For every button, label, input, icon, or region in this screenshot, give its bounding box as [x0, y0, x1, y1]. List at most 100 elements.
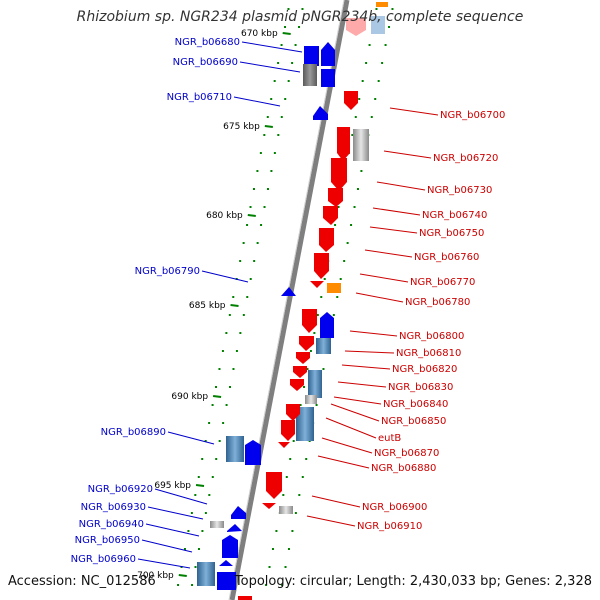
- gene-label-forward[interactable]: NGR_b06790: [135, 266, 200, 277]
- gene-label-forward[interactable]: NGR_b06940: [79, 519, 144, 530]
- track-dot: [361, 80, 364, 82]
- gene-reverse[interactable]: [310, 281, 324, 288]
- gene-ngr-b06780[interactable]: [327, 283, 341, 293]
- gene-ngr-b06720[interactable]: [337, 127, 350, 161]
- gene-reverse[interactable]: [302, 309, 317, 333]
- gene-label-forward[interactable]: NGR_b06710: [167, 92, 232, 103]
- gene-ngr-b06840[interactable]: [305, 395, 317, 404]
- track-dot: [351, 134, 354, 136]
- gene-forward[interactable]: [227, 524, 242, 532]
- ruler-tick: [178, 574, 187, 577]
- leader-line: [359, 273, 409, 283]
- gene-label-reverse[interactable]: NGR_b06800: [399, 331, 464, 342]
- gene-label-reverse[interactable]: NGR_b06910: [357, 521, 422, 532]
- gene-forward[interactable]: [304, 46, 319, 66]
- gene-label-reverse[interactable]: NGR_b06770: [410, 277, 475, 288]
- gene-label-forward[interactable]: NGR_b06680: [175, 37, 240, 48]
- gene-label-reverse[interactable]: NGR_b06760: [414, 252, 479, 263]
- gene-ngr-b06790[interactable]: [281, 287, 296, 296]
- gene-label-reverse[interactable]: NGR_b06730: [427, 185, 492, 196]
- gene-ngr-b06830[interactable]: [308, 370, 322, 398]
- ruler-tick-label: 695 kbp: [154, 481, 191, 491]
- gene-forward[interactable]: [219, 560, 233, 566]
- gene-ngr-b06770[interactable]: [314, 253, 329, 279]
- track-dot: [263, 134, 266, 136]
- gene-label-forward[interactable]: NGR_b06950: [75, 535, 140, 546]
- track-dot: [298, 26, 301, 28]
- track-dot: [303, 386, 306, 388]
- track-dot: [270, 98, 273, 100]
- gene-forward[interactable]: [321, 69, 335, 87]
- gene-label-forward[interactable]: NGR_b06930: [81, 502, 146, 513]
- gene-label-reverse[interactable]: NGR_b06900: [362, 502, 427, 513]
- gene-ngr-b06900[interactable]: [266, 472, 282, 499]
- gene-label-reverse[interactable]: NGR_b06840: [383, 399, 448, 410]
- track-dot: [299, 404, 302, 406]
- gene-ngr-b06850[interactable]: [286, 404, 300, 421]
- gene-label-reverse[interactable]: NGR_b06740: [422, 210, 487, 221]
- track-dot: [306, 368, 309, 370]
- gene-label-reverse[interactable]: NGR_b06820: [392, 364, 457, 375]
- gene-reverse[interactable]: [262, 503, 276, 509]
- gene-label-reverse[interactable]: eutB: [378, 433, 401, 444]
- gene-partial-top-steelblue[interactable]: [371, 16, 385, 34]
- gene-label-reverse[interactable]: NGR_b06830: [388, 382, 453, 393]
- track-dot: [215, 458, 218, 460]
- gene-ngr-b06860[interactable]: [296, 407, 314, 441]
- gene-ngr-b06740[interactable]: [328, 188, 343, 207]
- gene-partial-top-reverse[interactable]: [346, 18, 366, 36]
- gene-ngr-b06690-block[interactable]: [303, 64, 317, 86]
- gene-ngr-b06710[interactable]: [313, 106, 328, 120]
- gene-label-reverse[interactable]: NGR_b06850: [381, 416, 446, 427]
- ruler-tick: [230, 304, 239, 307]
- gene-ngr-b06870[interactable]: [278, 442, 290, 448]
- gene-ngr-b06890[interactable]: [226, 436, 244, 462]
- track-dot: [208, 422, 211, 424]
- track-dot: [384, 44, 387, 46]
- track-dot: [388, 26, 391, 28]
- gene-label-reverse[interactable]: NGR_b06870: [374, 448, 439, 459]
- gene-ngr-b06910[interactable]: [279, 506, 293, 514]
- gene-label-forward[interactable]: NGR_b06960: [71, 554, 136, 565]
- gene-partial-bottom[interactable]: [238, 596, 252, 600]
- gene-ngr-b06930[interactable]: [231, 506, 246, 519]
- gene-ngr-b06700[interactable]: [344, 91, 358, 110]
- gene-eutb[interactable]: [281, 420, 295, 441]
- gene-forward[interactable]: [245, 440, 261, 465]
- leader-line: [344, 350, 395, 354]
- gene-forward[interactable]: [217, 572, 236, 590]
- track-dot: [271, 548, 274, 550]
- ruler-tick: [195, 484, 205, 487]
- gene-label-reverse[interactable]: NGR_b06750: [419, 228, 484, 239]
- gene-ngr-b06820[interactable]: [296, 352, 310, 364]
- gene-label-reverse[interactable]: NGR_b06700: [440, 110, 505, 121]
- leader-line: [369, 226, 418, 234]
- gene-ngr-b06960[interactable]: [197, 562, 215, 586]
- track-dot: [353, 206, 356, 208]
- track-dot: [266, 188, 269, 190]
- gene-ngr-b06730[interactable]: [331, 158, 347, 191]
- gene-label-forward[interactable]: NGR_b06920: [88, 484, 153, 495]
- leader-line: [145, 523, 200, 537]
- gene-ngr-b06940[interactable]: [210, 521, 224, 528]
- gene-label-reverse[interactable]: NGR_b06880: [371, 463, 436, 474]
- gene-label-reverse[interactable]: NGR_b06780: [405, 297, 470, 308]
- gene-partial-top-orange[interactable]: [376, 2, 388, 7]
- gene-reverse[interactable]: [290, 379, 304, 391]
- track-dot: [280, 44, 283, 46]
- gene-reverse[interactable]: [293, 366, 307, 378]
- ruler-tick-label: 690 kbp: [171, 392, 208, 402]
- gene-ngr-b06810[interactable]: [316, 338, 331, 354]
- gene-label-reverse[interactable]: NGR_b06810: [396, 348, 461, 359]
- gene-label-reverse[interactable]: NGR_b06720: [433, 153, 498, 164]
- gene-ngr-b06950[interactable]: [222, 535, 238, 558]
- gene-ngr-b06760[interactable]: [319, 228, 334, 252]
- gene-forward[interactable]: [321, 42, 335, 66]
- gene-label-forward[interactable]: NGR_b06690: [173, 57, 238, 68]
- gene-reverse[interactable]: [299, 336, 314, 351]
- gene-ngr-b06750[interactable]: [323, 206, 338, 225]
- gene-label-forward[interactable]: NGR_b06890: [101, 427, 166, 438]
- track-dot: [336, 296, 339, 298]
- gene-steelgrey-block[interactable]: [353, 129, 369, 161]
- gene-ngr-b06800[interactable]: [320, 312, 334, 338]
